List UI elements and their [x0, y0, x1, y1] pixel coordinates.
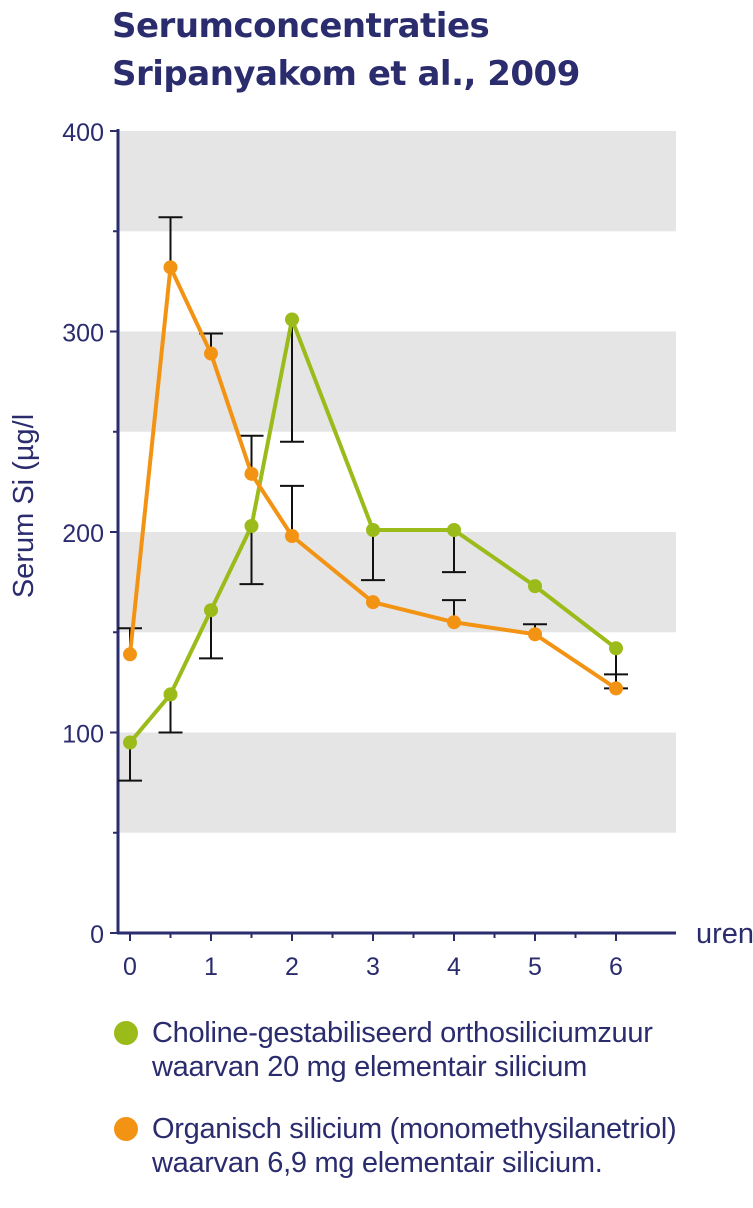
x-tick-label: 3: [366, 953, 380, 981]
data-point-1: [609, 681, 623, 696]
error-bars: [118, 216, 628, 782]
x-axis-label: uren: [696, 918, 753, 950]
data-point-0: [204, 603, 218, 618]
data-point-1: [244, 466, 259, 481]
background-band: [118, 331, 676, 432]
background-band: [118, 532, 676, 633]
x-tick-label: 0: [123, 953, 137, 981]
data-point-1: [123, 647, 137, 662]
data-point-0: [366, 522, 380, 537]
x-tick-label: 1: [204, 953, 218, 981]
x-tick-label: 4: [447, 953, 461, 981]
data-point-0: [528, 579, 542, 594]
y-axis-label: Serum Si (µg/l: [8, 414, 40, 598]
axes: [110, 129, 676, 941]
legend-label: Choline-gestabiliseerd orthosiliciumzuur…: [152, 1016, 653, 1084]
legend-label-line-2: waarvan 6,9 mg elementair silicium.: [152, 1147, 603, 1179]
data-point-0: [609, 641, 623, 656]
data-point-0: [163, 687, 178, 702]
background-bands: [118, 131, 676, 833]
x-tick-label: 5: [528, 953, 542, 981]
chart-title: Serumconcentraties Sripanyakom et al., 2…: [112, 2, 580, 98]
legend-label: Organisch silicium (monomethysilanetriol…: [152, 1112, 677, 1180]
chart-title-line-2: Sripanyakom et al., 2009: [112, 54, 580, 94]
axis-labels: 0 100 200 300 400 0 1 2 3 4 5 6 uren Serum Si (µg/l: [8, 119, 753, 981]
data-point-1: [447, 615, 461, 630]
x-tick-label: 6: [609, 953, 623, 981]
legend-label-line-2: waarvan 20 mg elementair silicium: [152, 1051, 587, 1083]
y-tick-label: 300: [62, 320, 104, 348]
series-lines: [123, 260, 623, 750]
data-point-1: [366, 595, 380, 610]
data-point-1: [204, 346, 218, 361]
data-point-0: [123, 735, 137, 750]
data-point-1: [163, 260, 178, 275]
data-point-1: [528, 627, 542, 642]
legend: Choline-gestabiliseerd orthosiliciumzuur…: [114, 1016, 677, 1208]
x-tick-label: 2: [285, 953, 299, 981]
legend-item-organic: Organisch silicium (monomethysilanetriol…: [114, 1112, 677, 1180]
legend-item-choline: Choline-gestabiliseerd orthosiliciumzuur…: [114, 1016, 676, 1084]
y-tick-label: 0: [90, 921, 104, 949]
line-chart: 0 100 200 300 400 0 1 2 3 4 5 6 uren Serum Si (µg/l: [8, 119, 753, 981]
y-tick-label: 200: [62, 520, 104, 548]
y-tick-label: 100: [62, 721, 104, 749]
y-tick-label: 400: [62, 119, 104, 147]
legend-swatch-green-icon: [114, 1021, 138, 1045]
legend-swatch-orange-icon: [114, 1117, 138, 1141]
legend-label-line-1: Organisch silicium (monomethysilanetriol…: [152, 1113, 677, 1145]
data-point-0: [285, 312, 299, 327]
background-band: [118, 732, 676, 833]
legend-label-line-1: Choline-gestabiliseerd orthosiliciumzuur: [152, 1017, 653, 1049]
chart-title-line-1: Serumconcentraties: [112, 6, 490, 46]
data-point-1: [285, 529, 299, 544]
data-point-0: [244, 518, 259, 533]
background-band: [118, 131, 676, 232]
data-point-0: [447, 522, 461, 537]
